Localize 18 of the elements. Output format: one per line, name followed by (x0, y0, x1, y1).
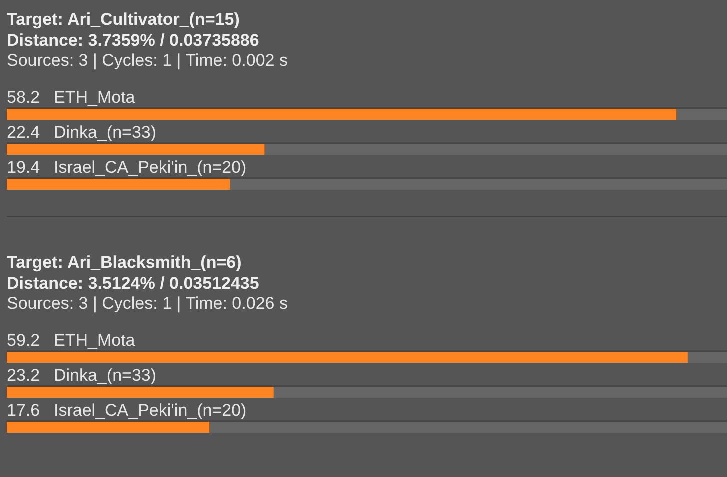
data-label: 59.2 (7, 330, 40, 350)
chart-title: Target: Ari_Cultivator_(n=15) (7, 10, 241, 30)
y-tick-label: Dinka_(n=33) (54, 122, 157, 142)
chart-title: Target: Ari_Blacksmith_(n=6) (7, 253, 243, 274)
data-label: 17.6 (7, 400, 40, 420)
y-tick-label: ETH_Mota (54, 330, 136, 350)
chart-subtitle: Distance: 3.7359% / 0.03735886 (7, 30, 260, 51)
chart-subtitle: Distance: 3.5124% / 0.03512435 (7, 274, 260, 294)
y-tick-label: ETH_Mota (54, 88, 136, 106)
data-label: 58.2 (7, 88, 40, 106)
data-label: 23.2 (7, 366, 40, 384)
data-label: 22.4 (7, 122, 40, 142)
source-note: Sources: 3 | Cycles: 1 | Time: 0.002 s (7, 51, 289, 72)
source-note: Sources: 3 | Cycles: 1 | Time: 0.026 s (7, 294, 289, 314)
y-tick-label: Dinka_(n=33) (54, 366, 157, 384)
y-tick-label: Israel_CA_Peki'in_(n=20) (54, 400, 247, 420)
data-label: 19.4 (7, 158, 40, 176)
y-tick-label: Israel_CA_Peki'in_(n=20) (54, 158, 247, 176)
